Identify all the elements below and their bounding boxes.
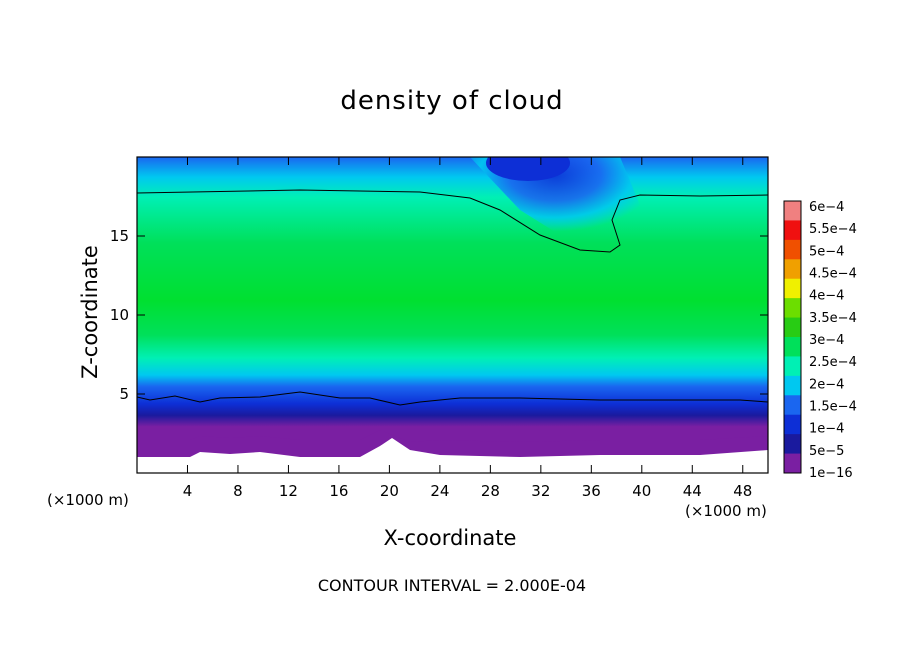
colorbar-swatch bbox=[784, 298, 801, 319]
colorbar-frame bbox=[783, 200, 802, 474]
x-tick-label: 20 bbox=[380, 482, 399, 500]
x-tick-label: 8 bbox=[233, 482, 243, 500]
colorbar: 1e−16 5e−5 1e−4 1.5e−4 2e−4 2.5e−4 3e−4 3.5e−4 4… bbox=[783, 200, 857, 481]
colorbar-level-label: 2.5e−4 bbox=[809, 355, 857, 370]
field-layer bbox=[137, 157, 768, 473]
colorbar-level-label: 5e−5 bbox=[809, 444, 844, 459]
y-tick-label: 10 bbox=[110, 306, 129, 324]
colorbar-level-label: 5.5e−4 bbox=[809, 222, 857, 237]
x-axis-ticks: 4 8 12 16 20 24 28 32 36 40 44 48 bbox=[183, 157, 752, 500]
y-axis-ticks: 5 10 15 bbox=[110, 227, 768, 403]
z-unit-label: (×1000 m) bbox=[47, 491, 129, 509]
contour-low bbox=[137, 391, 768, 406]
colorbar-swatch bbox=[784, 375, 801, 396]
field-background bbox=[137, 157, 768, 444]
ground-blank bbox=[137, 438, 768, 473]
colorbar-swatch bbox=[784, 356, 801, 377]
colorbar-swatch bbox=[784, 317, 801, 338]
colorbar-swatch bbox=[784, 434, 801, 455]
y-tick-label: 15 bbox=[110, 227, 129, 245]
colorbar-level-label: 5e−4 bbox=[809, 244, 844, 259]
y-axis-label: Z-coordinate bbox=[78, 245, 102, 379]
colorbar-swatch bbox=[784, 414, 801, 435]
colorbar-level-label: 6e−4 bbox=[809, 200, 844, 215]
x-tick-label: 44 bbox=[683, 482, 702, 500]
x-unit-label: (×1000 m) bbox=[685, 502, 767, 520]
upper-dip-region bbox=[470, 157, 640, 250]
x-tick-label: 24 bbox=[430, 482, 449, 500]
colorbar-level-label: 1e−16 bbox=[809, 466, 853, 481]
colorbar-swatch bbox=[784, 239, 801, 260]
colorbar-level-label: 4e−4 bbox=[809, 289, 844, 304]
top-dark-core bbox=[486, 157, 570, 181]
x-tick-label: 12 bbox=[279, 482, 298, 500]
colorbar-swatch bbox=[784, 259, 801, 280]
colorbar-swatch bbox=[784, 453, 801, 474]
y-tick-label: 5 bbox=[119, 385, 129, 403]
colorbar-swatch bbox=[784, 278, 801, 299]
x-tick-label: 28 bbox=[481, 482, 500, 500]
contour-high bbox=[137, 189, 768, 253]
colorbar-level-label: 3.5e−4 bbox=[809, 311, 857, 326]
colorbar-swatch bbox=[784, 201, 801, 221]
colorbar-level-label: 1e−4 bbox=[809, 422, 844, 437]
chart-title: density of cloud bbox=[340, 86, 564, 116]
x-tick-label: 4 bbox=[183, 482, 193, 500]
x-axis-label: X-coordinate bbox=[383, 526, 517, 550]
colorbar-level-label: 2e−4 bbox=[809, 377, 844, 392]
colorbar-level-label: 3e−4 bbox=[809, 333, 844, 348]
colorbar-swatch bbox=[784, 337, 801, 357]
colorbar-swatch bbox=[784, 395, 801, 416]
contour-interval-note: CONTOUR INTERVAL = 2.000E-04 bbox=[317, 576, 587, 595]
colorbar-level-label: 1.5e−4 bbox=[809, 400, 857, 415]
x-tick-label: 16 bbox=[329, 482, 348, 500]
x-tick-label: 32 bbox=[531, 482, 550, 500]
x-tick-label: 40 bbox=[632, 482, 651, 500]
colorbar-level-label: 4.5e−4 bbox=[809, 267, 857, 282]
colorbar-swatch bbox=[784, 220, 801, 241]
x-tick-label: 48 bbox=[733, 482, 752, 500]
x-tick-label: 36 bbox=[582, 482, 601, 500]
